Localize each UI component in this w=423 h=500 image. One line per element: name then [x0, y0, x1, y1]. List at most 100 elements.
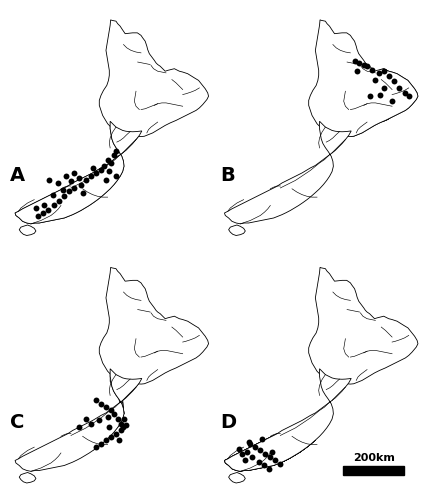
Point: [89, 164, 96, 172]
Point: [375, 69, 382, 77]
Point: [242, 456, 249, 464]
Point: [104, 156, 111, 164]
Point: [364, 62, 371, 70]
Point: [405, 92, 412, 100]
Point: [360, 60, 367, 68]
Point: [352, 57, 359, 65]
Text: C: C: [11, 414, 25, 432]
Polygon shape: [19, 225, 36, 235]
Point: [63, 172, 69, 180]
Polygon shape: [225, 368, 351, 472]
Point: [113, 430, 119, 438]
Point: [107, 406, 114, 414]
Polygon shape: [19, 472, 36, 483]
Point: [98, 400, 104, 408]
Point: [121, 415, 128, 423]
Point: [272, 456, 279, 464]
Text: B: B: [220, 166, 234, 185]
Polygon shape: [15, 121, 142, 224]
Polygon shape: [225, 434, 316, 472]
Polygon shape: [15, 121, 142, 224]
Point: [82, 176, 89, 184]
Point: [111, 410, 118, 418]
Polygon shape: [228, 472, 245, 483]
Point: [265, 465, 272, 473]
Polygon shape: [99, 268, 209, 384]
Point: [103, 176, 110, 184]
Point: [106, 423, 113, 431]
Point: [93, 169, 99, 177]
Polygon shape: [15, 368, 142, 472]
Point: [51, 200, 58, 208]
Point: [66, 188, 73, 196]
Point: [369, 66, 376, 74]
Point: [118, 426, 124, 434]
Point: [377, 90, 384, 98]
Point: [255, 458, 262, 466]
Point: [76, 174, 82, 182]
Point: [380, 67, 387, 75]
Point: [118, 420, 124, 428]
Point: [76, 423, 82, 431]
Point: [34, 212, 41, 220]
Point: [111, 150, 118, 158]
Text: 200km: 200km: [353, 453, 395, 463]
Polygon shape: [110, 368, 142, 414]
Point: [113, 148, 119, 156]
Bar: [343, 466, 404, 475]
Point: [269, 448, 275, 456]
Point: [101, 162, 108, 170]
Point: [98, 440, 104, 448]
Point: [68, 178, 74, 186]
Point: [96, 416, 103, 424]
Point: [77, 180, 84, 188]
Point: [113, 172, 119, 180]
Polygon shape: [225, 121, 351, 224]
Point: [396, 84, 402, 92]
Point: [258, 435, 265, 443]
Point: [106, 168, 113, 175]
Text: A: A: [11, 166, 25, 185]
Point: [103, 403, 110, 411]
Point: [247, 440, 254, 448]
Point: [59, 186, 66, 194]
Point: [107, 159, 114, 167]
Point: [239, 450, 245, 458]
Point: [71, 169, 78, 177]
Point: [54, 179, 61, 187]
Point: [39, 209, 46, 217]
Point: [380, 84, 387, 92]
Point: [88, 172, 94, 180]
Point: [107, 433, 114, 441]
Point: [123, 422, 129, 430]
Point: [93, 396, 99, 404]
Point: [249, 453, 255, 461]
Polygon shape: [309, 20, 418, 136]
Point: [355, 59, 362, 67]
Point: [257, 446, 264, 454]
Point: [61, 192, 68, 200]
Point: [46, 176, 52, 184]
Point: [277, 460, 284, 468]
Point: [372, 76, 379, 84]
Point: [267, 453, 274, 461]
Point: [252, 443, 259, 451]
Point: [262, 450, 269, 458]
Point: [389, 97, 396, 105]
Point: [367, 92, 374, 100]
Point: [114, 415, 121, 423]
Point: [260, 462, 267, 469]
Point: [93, 443, 99, 451]
Point: [385, 72, 392, 80]
Text: D: D: [220, 414, 236, 432]
Point: [104, 413, 111, 421]
Point: [33, 204, 39, 212]
Point: [235, 445, 242, 453]
Point: [98, 166, 104, 173]
Point: [402, 89, 409, 97]
Polygon shape: [99, 20, 209, 136]
Polygon shape: [86, 400, 124, 450]
Point: [390, 77, 397, 85]
Point: [44, 206, 51, 214]
Point: [82, 415, 89, 423]
